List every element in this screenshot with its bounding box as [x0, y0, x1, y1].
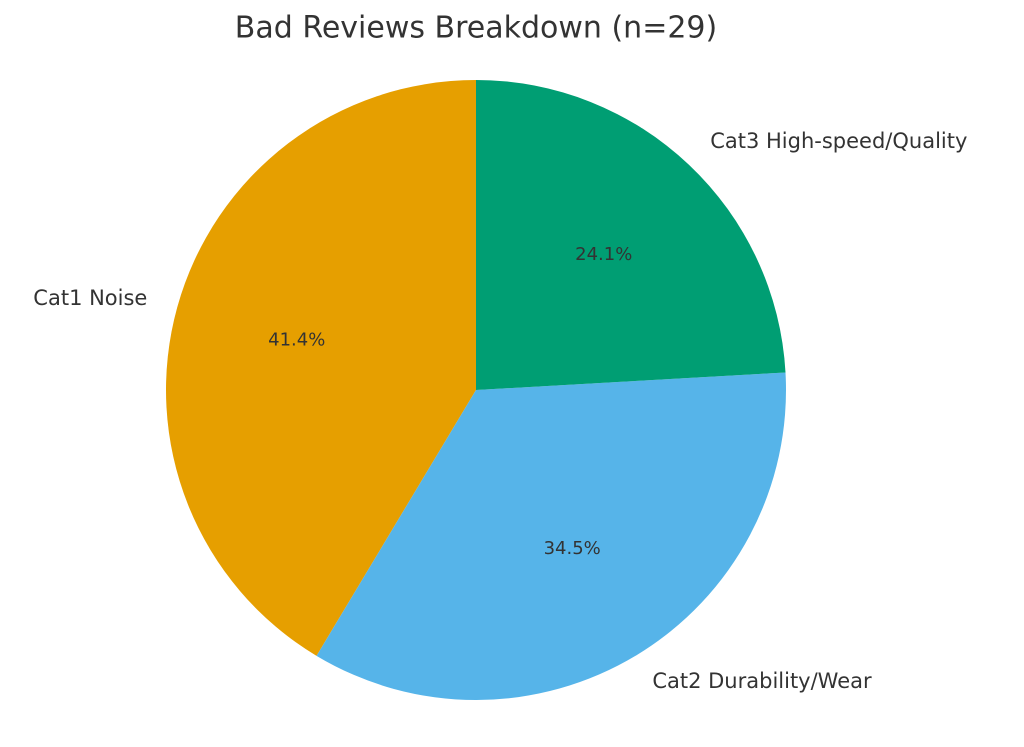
pie-slice [166, 80, 477, 656]
pie-slice [476, 80, 786, 390]
slice-value-label: 24.1% [575, 244, 632, 265]
slice-label: Cat1 Noise [33, 286, 147, 310]
pie-slice [316, 372, 786, 700]
slice-value-label: 41.4% [268, 329, 325, 350]
slice-value-label: 34.5% [544, 538, 601, 559]
chart-title: Bad Reviews Breakdown (n=29) [235, 11, 717, 46]
slice-label: Cat2 Durability/Wear [652, 669, 872, 693]
slice-label: Cat3 High-speed/Quality [710, 129, 967, 153]
